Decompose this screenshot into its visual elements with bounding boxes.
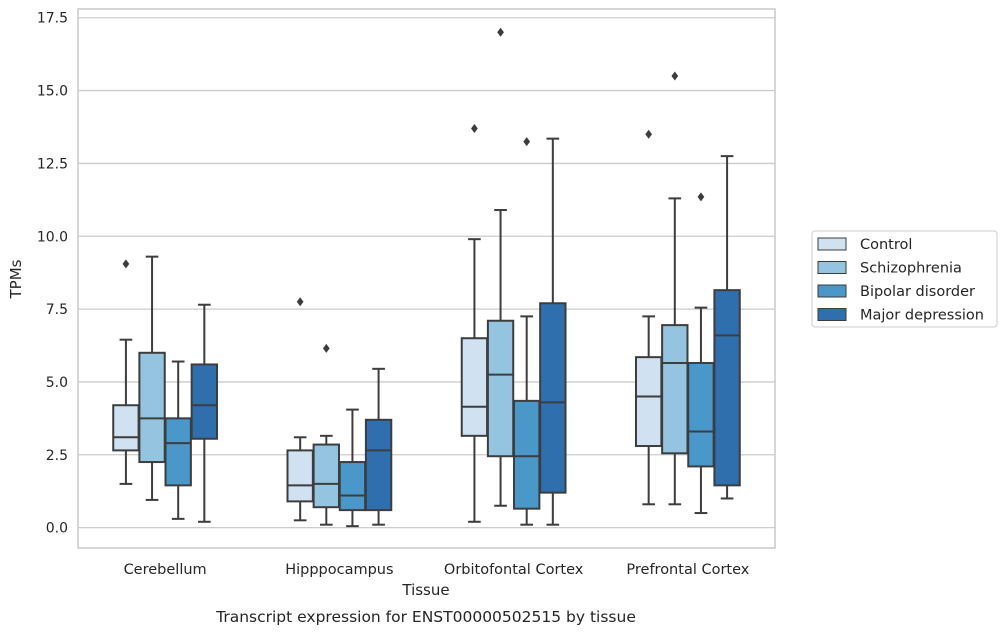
box	[338, 408, 367, 528]
outlier-point	[471, 123, 478, 133]
box-iqr	[164, 417, 192, 487]
box-iqr	[687, 361, 715, 468]
legend-label: Control	[860, 237, 912, 253]
box	[687, 192, 715, 515]
legend-items: Control Schizophrenia Bipolar disorder Majo…	[817, 237, 984, 324]
box	[164, 360, 192, 520]
box-iqr	[460, 337, 489, 437]
box-iqr	[539, 302, 567, 494]
y-tick-label: 17.5	[37, 11, 68, 27]
box-iqr	[513, 399, 541, 510]
y-axis-label: TPMs	[7, 259, 25, 299]
box-iqr	[312, 443, 340, 509]
box-iqr	[486, 319, 515, 458]
box-iqr	[112, 404, 140, 452]
box-iqr	[661, 324, 689, 455]
y-tick-label: 7.5	[46, 302, 68, 318]
outlier-point	[697, 192, 705, 202]
x-axis-ticks: Cerebellum Hipppocampus Orbitofontal Corte…	[124, 562, 750, 578]
box-iqr	[338, 461, 367, 512]
y-tick-label: 2.5	[46, 448, 68, 464]
x-tick-label: Orbitofontal Cortex	[444, 562, 584, 578]
outlier-point	[671, 71, 679, 81]
legend: Control Schizophrenia Bipolar disorder Majo…	[811, 230, 998, 328]
box	[661, 71, 689, 506]
y-axis-ticks: 0.0 2.5 5.0 7.5 10.0 12.5 15.0 17.5	[37, 11, 68, 537]
y-tick-label: 15.0	[37, 84, 68, 100]
box	[190, 303, 219, 523]
y-tick-label: 10.0	[37, 229, 68, 245]
outlier-point	[122, 259, 130, 269]
box	[112, 259, 140, 485]
box	[138, 255, 166, 501]
y-tick-label: 0.0	[46, 521, 68, 537]
x-tick-label: Prefrontal Cortex	[626, 562, 749, 578]
y-tick-label: 12.5	[37, 156, 68, 172]
legend-swatch	[817, 284, 847, 298]
box-iqr	[138, 351, 166, 464]
box	[486, 27, 515, 507]
box-iqr	[286, 449, 314, 503]
box	[312, 343, 340, 526]
legend-frame	[811, 230, 998, 328]
x-axis-label: Tissue	[401, 581, 449, 599]
figure-caption: Transcript expression for ENST0000050251…	[215, 608, 636, 626]
box	[286, 297, 314, 522]
outlier-point	[322, 343, 330, 353]
box-iqr	[713, 289, 741, 487]
legend-swatch	[817, 237, 847, 251]
outlier-point	[296, 297, 304, 307]
legend-swatch	[817, 308, 847, 321]
box	[539, 137, 567, 526]
box	[460, 123, 489, 523]
outlier-point	[645, 129, 653, 139]
box-iqr	[190, 363, 219, 440]
box	[364, 367, 393, 526]
x-tick-label: Cerebellum	[124, 562, 207, 578]
plot-frame	[77, 8, 776, 549]
box	[713, 155, 741, 500]
box-plot-series	[112, 27, 741, 528]
legend-label: Major depression	[860, 308, 984, 324]
x-tick-label: Hipppocampus	[285, 562, 393, 578]
outlier-point	[497, 27, 504, 37]
outlier-point	[523, 137, 531, 147]
box	[634, 129, 663, 506]
box-iqr	[364, 418, 393, 512]
legend-swatch	[817, 261, 847, 274]
legend-label: Bipolar disorder	[860, 284, 975, 300]
legend-label: Schizophrenia	[860, 261, 962, 277]
box-iqr	[634, 356, 663, 448]
y-tick-label: 5.0	[46, 375, 68, 391]
box	[513, 137, 541, 526]
